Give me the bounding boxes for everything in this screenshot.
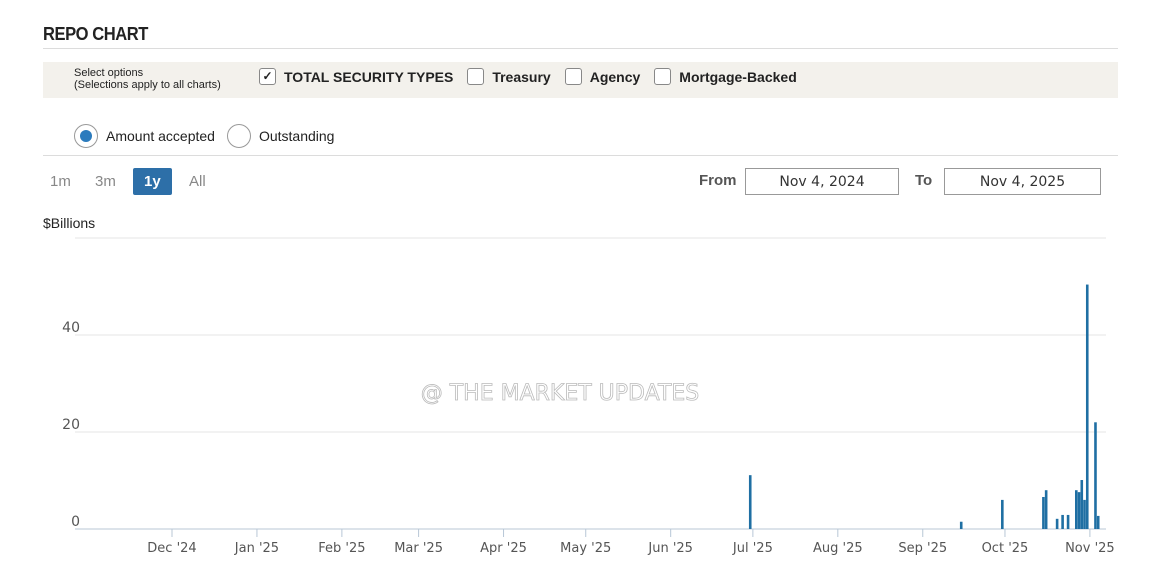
options-label-line1: Select options [74, 67, 144, 79]
bar [1061, 514, 1064, 529]
bar [1083, 499, 1086, 529]
x-tick-label: Mar '25 [394, 541, 443, 556]
checkbox-box[interactable] [654, 68, 672, 85]
radio-outstanding[interactable]: Outstanding [226, 124, 335, 148]
options-bar: Select options (Selections apply to all … [43, 62, 1118, 98]
x-tick-label: Sep '25 [898, 541, 947, 556]
bar [1042, 496, 1045, 529]
x-tick-label: Feb '25 [318, 541, 365, 556]
bar [1096, 515, 1100, 529]
bar [1077, 492, 1081, 529]
radio-button[interactable] [226, 124, 251, 148]
checkbox-mortgage-backed[interactable]: Mortgage-Backed [654, 68, 797, 85]
bar [1075, 490, 1078, 529]
bar [1080, 480, 1084, 529]
range-all-button[interactable]: All [189, 173, 206, 190]
radio-label: Outstanding [258, 128, 335, 144]
x-tick-label: Aug '25 [813, 541, 863, 556]
checkbox-label: Agency [589, 68, 641, 85]
checkbox-box[interactable] [564, 68, 582, 85]
radio-group: Amount accepted Outstanding [74, 124, 334, 148]
radio-button[interactable] [74, 124, 98, 148]
y-tick-label: 40 [62, 320, 80, 336]
checkbox-label: TOTAL SECURITY TYPES [284, 68, 454, 85]
bar [1066, 514, 1070, 529]
page-title: REPO CHART [43, 24, 148, 44]
bar [959, 521, 963, 529]
x-tick-label: Dec '24 [147, 541, 196, 556]
bar [1094, 422, 1097, 529]
to-label: To [915, 172, 933, 189]
x-tick-label: May '25 [560, 541, 611, 556]
bar [1044, 490, 1048, 529]
bar [1085, 284, 1089, 529]
checkbox-treasury[interactable]: Treasury [467, 68, 551, 85]
radio-label: Amount accepted [106, 128, 215, 144]
divider [43, 48, 1118, 49]
range-1y-button[interactable]: 1y [133, 168, 172, 195]
y-tick-label: 20 [62, 417, 80, 433]
divider [43, 155, 1118, 156]
radio-amount-accepted[interactable]: Amount accepted [74, 124, 215, 148]
x-tick-label: Apr '25 [480, 541, 527, 556]
to-date-input[interactable]: Nov 4, 2025 [944, 168, 1101, 195]
y-axis-label: $Billions [43, 215, 96, 231]
bar [1001, 499, 1004, 529]
options-label-line2: (Selections apply to all charts) [74, 79, 221, 91]
checkbox-label: Mortgage-Backed [679, 68, 797, 85]
x-tick-label: Jun '25 [647, 541, 693, 556]
checkbox-agency[interactable]: Agency [564, 68, 641, 85]
x-tick-label: Jul '25 [732, 541, 773, 556]
x-tick-label: Nov '25 [1065, 541, 1115, 556]
range-3m-button[interactable]: 3m [95, 173, 116, 190]
checkbox-total-security-types[interactable]: ✓ TOTAL SECURITY TYPES [259, 68, 453, 85]
from-date-input[interactable]: Nov 4, 2024 [745, 168, 899, 195]
bar [748, 475, 752, 529]
x-tick-label: Jan '25 [234, 541, 279, 556]
checkbox-label: Treasury [492, 68, 551, 85]
check-icon[interactable]: ✓ [259, 68, 276, 85]
watermark: @ THE MARKET UPDATES [421, 381, 700, 406]
x-tick-label: Oct '25 [982, 541, 1029, 556]
options-label: Select options (Selections apply to all … [74, 67, 221, 91]
y-tick-label: 0 [71, 514, 80, 530]
checkbox-box[interactable] [467, 68, 485, 85]
bar [1055, 518, 1059, 529]
radio-selected-dot [80, 130, 92, 142]
range-1m-button[interactable]: 1m [50, 173, 71, 190]
from-label: From [699, 172, 737, 189]
checkbox-group: ✓ TOTAL SECURITY TYPES Treasury Agency Mo… [259, 68, 797, 85]
